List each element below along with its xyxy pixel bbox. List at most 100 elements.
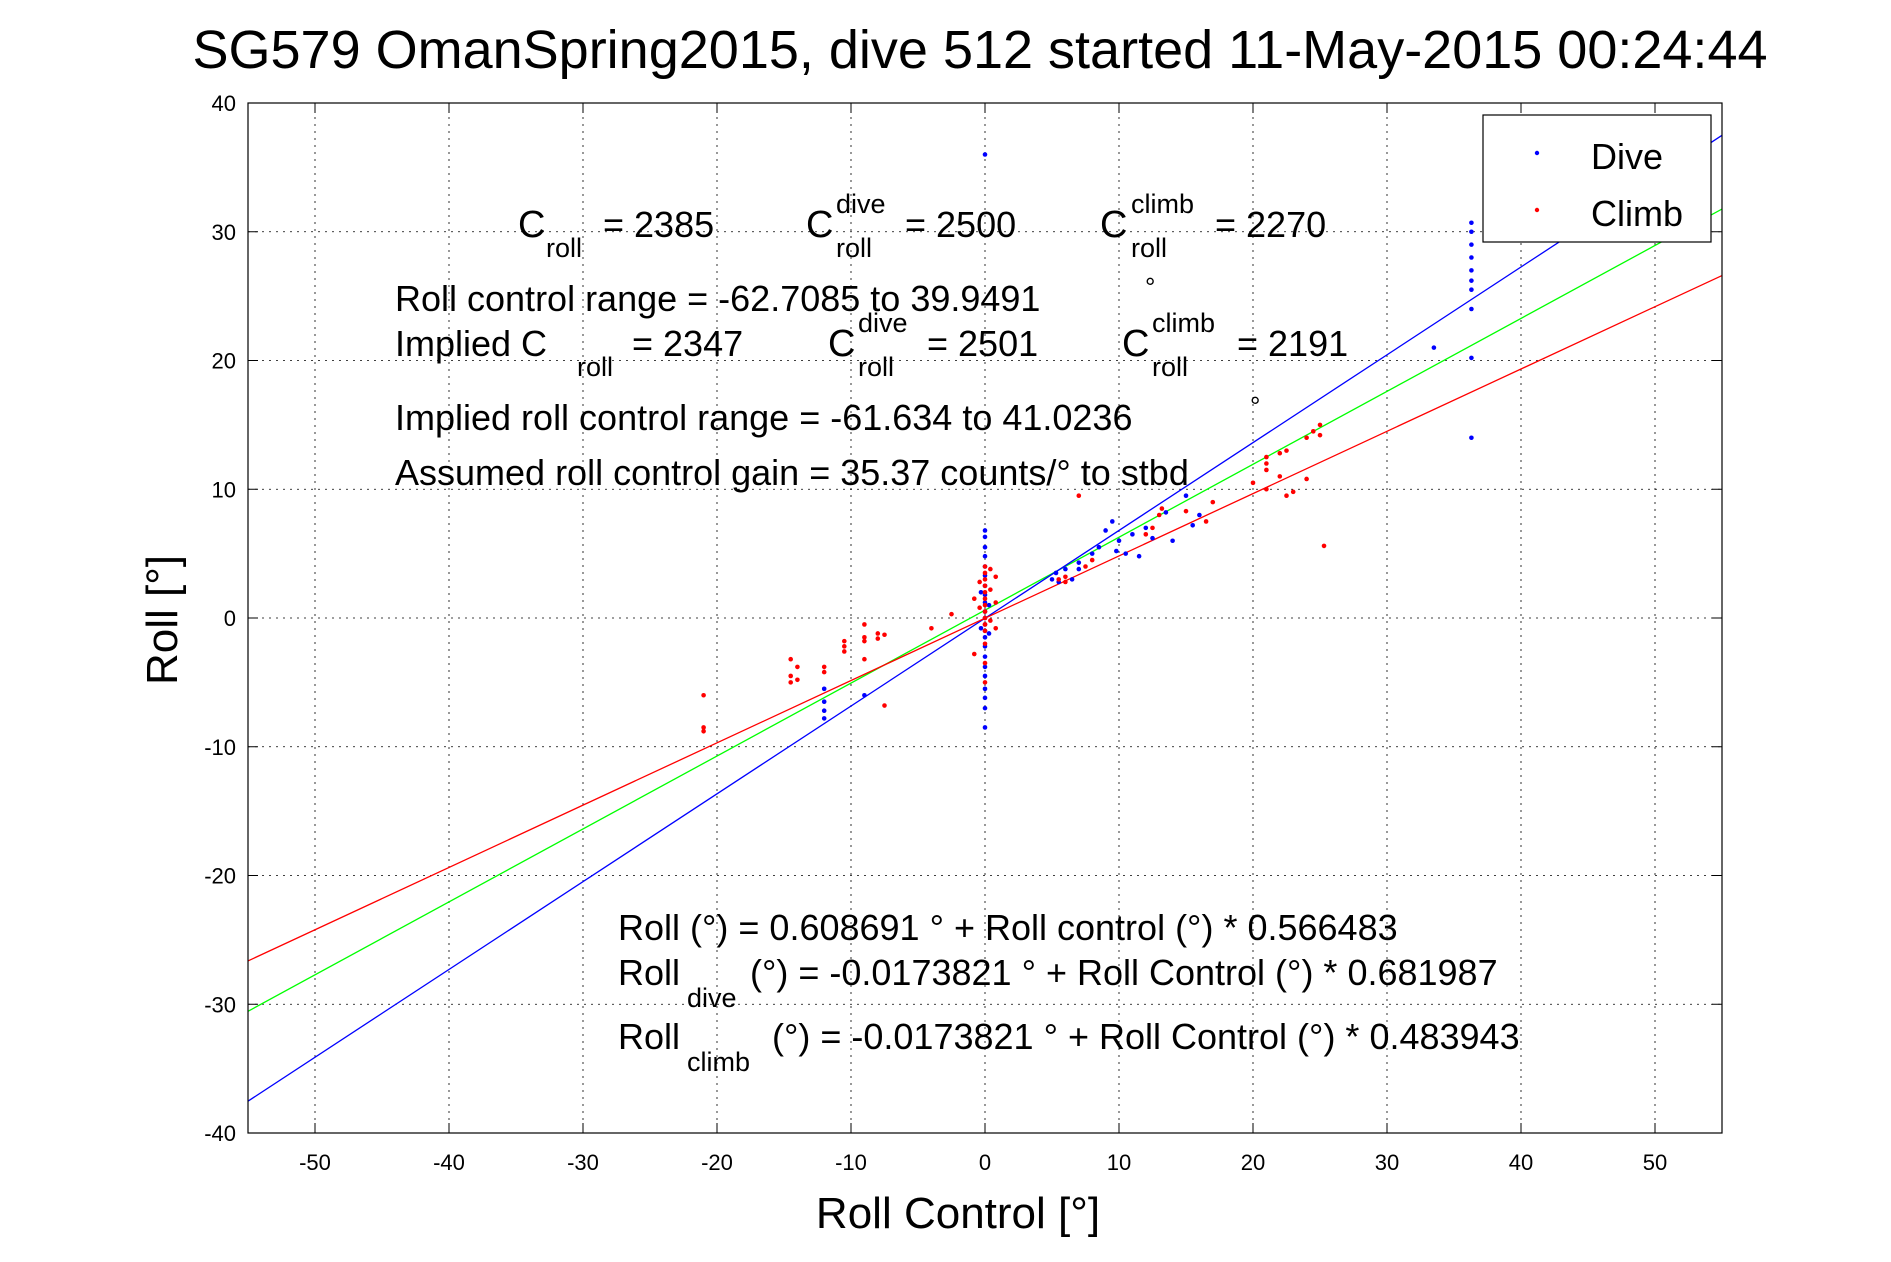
implied-c-roll-dive-symbol: C <box>828 323 855 365</box>
climb-point <box>977 579 982 585</box>
climb-point <box>795 677 800 683</box>
dive-point <box>986 602 992 608</box>
dive-point <box>1469 435 1474 441</box>
dive-point <box>862 692 867 698</box>
climb-point <box>929 626 934 631</box>
dive-point <box>1469 255 1474 260</box>
climb-point <box>795 664 800 670</box>
climb-point <box>875 636 881 641</box>
dive-point <box>982 152 988 157</box>
dive-point <box>1069 577 1075 582</box>
climb-point <box>1264 461 1269 466</box>
climb-point <box>1150 525 1155 531</box>
implied-roll-control-range-degree: ° <box>1250 391 1260 421</box>
climb-point <box>982 564 988 569</box>
equation-roll-dive-subscript: dive <box>687 983 737 1013</box>
dive-point <box>1197 512 1202 518</box>
climb-point <box>982 680 988 685</box>
climb-point <box>882 632 887 638</box>
dive-point <box>1123 551 1128 556</box>
climb-point <box>982 577 988 582</box>
x-tick-label: -30 <box>567 1150 599 1175</box>
c-roll-dive-superscript: dive <box>836 189 886 219</box>
climb-point <box>993 626 999 631</box>
climb-point <box>1063 574 1068 580</box>
climb-point <box>701 692 706 698</box>
x-tick-label: 50 <box>1643 1150 1667 1175</box>
dive-point <box>982 725 988 730</box>
y-tick-label: 0 <box>224 606 236 631</box>
climb-point <box>982 589 988 595</box>
dive-point <box>1163 510 1169 515</box>
climb-point <box>1063 579 1068 585</box>
y-tick-label: 10 <box>212 477 236 502</box>
climb-point <box>1264 454 1269 460</box>
dive-point <box>1469 287 1474 292</box>
implied-c-roll-climb-symbol: C <box>1122 323 1149 365</box>
x-tick-label: -20 <box>701 1150 733 1175</box>
climb-point <box>1159 506 1165 511</box>
climb-point <box>1210 499 1216 505</box>
y-tick-label: -10 <box>204 735 236 760</box>
implied-c-roll-dive-value: = 2501 <box>927 323 1038 364</box>
dive-point <box>978 626 984 631</box>
dive-point <box>1076 560 1082 565</box>
dive-point <box>978 589 984 595</box>
legend-label-dive: Dive <box>1591 136 1663 177</box>
dive-point <box>1136 553 1142 559</box>
y-tick-label: 40 <box>212 91 236 116</box>
dive-point <box>821 716 827 721</box>
dive-point <box>1116 538 1122 544</box>
c-roll-climb-superscript: climb <box>1131 189 1194 219</box>
y-tick-label: 20 <box>212 349 236 374</box>
climb-point <box>1089 557 1095 563</box>
dive-point <box>982 695 988 701</box>
c-roll-dive-subscript: roll <box>836 233 872 263</box>
climb-point <box>982 596 988 601</box>
implied-roll-control-range: Implied roll control range = -61.634 to … <box>395 397 1132 438</box>
climb-point <box>993 600 999 605</box>
dive-point <box>821 708 827 713</box>
climb-point <box>982 609 988 614</box>
climb-point <box>875 631 881 636</box>
dive-point <box>982 544 988 550</box>
dive-point <box>982 686 988 692</box>
y-tick-label: -20 <box>204 864 236 889</box>
climb-point <box>982 622 988 627</box>
data-points <box>701 152 1474 734</box>
climb-point <box>988 566 993 572</box>
dive-point <box>982 664 988 670</box>
climb-point <box>1183 508 1189 514</box>
y-tick-label: -30 <box>204 992 236 1017</box>
climb-point <box>1277 450 1283 456</box>
y-tick-label: -40 <box>204 1121 236 1146</box>
climb-point <box>1076 493 1082 498</box>
dive-point <box>1053 570 1059 576</box>
climb-point <box>701 729 706 734</box>
dive-point <box>1469 278 1474 283</box>
climb-point <box>1056 577 1061 582</box>
dive-point <box>1469 242 1474 247</box>
equation-roll-dive: (°) = -0.0173821 ° + Roll Control (°) * … <box>750 952 1498 993</box>
climb-point <box>1203 519 1209 524</box>
climb-point <box>988 587 993 592</box>
dive-point <box>1170 538 1175 544</box>
climb-point <box>1304 476 1309 482</box>
equation-roll-climb-subscript: climb <box>687 1047 750 1077</box>
roll-control-range: Roll control range = -62.7085 to 39.9491 <box>395 278 1040 319</box>
dive-point <box>982 705 988 711</box>
x-axis-label: Roll Control [°] <box>816 1189 1100 1238</box>
x-tick-label: -50 <box>299 1150 331 1175</box>
climb-point <box>1317 422 1323 428</box>
dive-point <box>1143 525 1149 531</box>
c-roll-climb-symbol: C <box>1100 204 1127 246</box>
legend-marker-climb <box>1534 207 1540 213</box>
climb-point <box>982 615 988 621</box>
climb-point <box>982 641 988 647</box>
implied-c-roll-value: = 2347 <box>632 323 743 364</box>
dive-point <box>1469 229 1474 235</box>
dive-point <box>1130 532 1135 537</box>
climb-point <box>842 649 847 654</box>
axis-ticks: -50 -40 -30 -20 -10 0 10 20 30 40 50 -40 -30 -20 -10 0 1… <box>204 91 1722 1175</box>
